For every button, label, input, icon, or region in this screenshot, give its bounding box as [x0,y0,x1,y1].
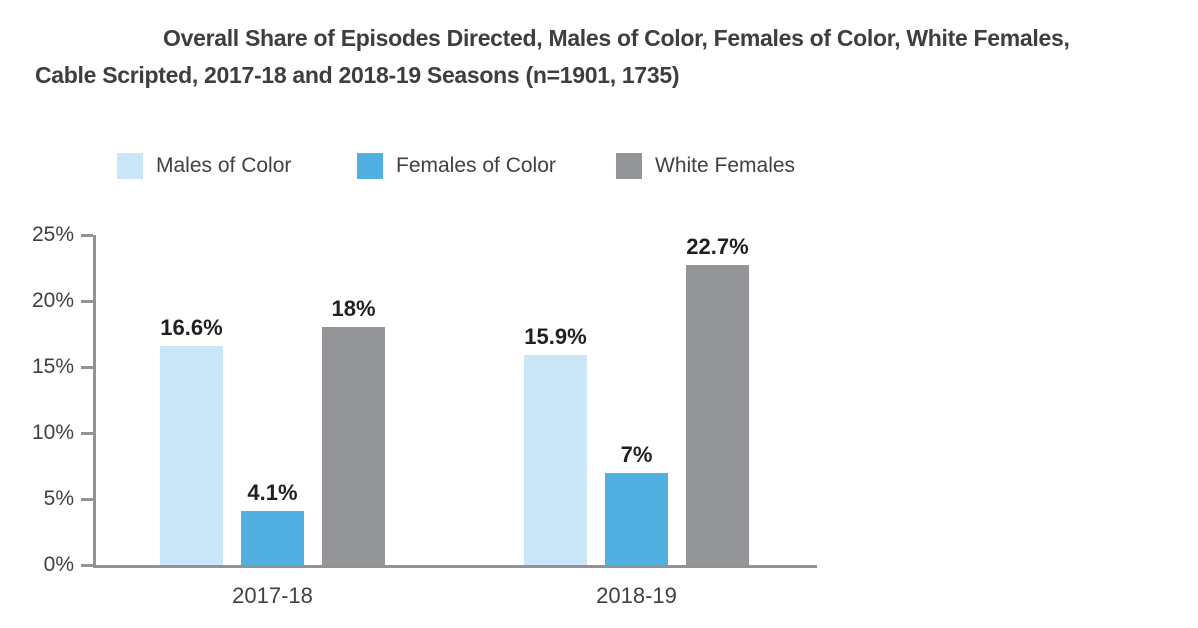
bar-value-label: 22.7% [686,234,749,260]
bar-value-label: 7% [620,441,653,467]
y-axis-tick-label: 10% [31,421,74,444]
bar-females-of-color [241,510,304,565]
bar-value-label: 4.1% [247,479,298,505]
legend-label-males-of-color: Males of Color [156,154,292,177]
y-axis-tick-label: 20% [31,289,74,312]
legend-item-white-females: White Females [616,153,795,179]
bar-males-of-color [524,355,587,565]
y-axis-tick [81,431,93,435]
bar-females-of-color [605,472,668,565]
y-axis-tick [81,365,93,369]
y-axis-tick [81,497,93,501]
y-axis-tick-label: 5% [43,487,74,510]
x-axis-line [93,565,817,568]
y-axis-tick-label: 0% [43,553,74,576]
legend-item-males-of-color: Males of Color [117,153,291,179]
y-axis-tick-label: 25% [31,223,74,246]
bar-males-of-color [160,345,223,565]
legend-label-females-of-color: Females of Color [396,154,556,177]
bar-value-label: 16.6% [160,314,223,340]
x-axis-category-label: 2017-18 [232,583,313,608]
y-axis-line [93,235,96,568]
legend-swatch-males-of-color [117,153,143,179]
legend-label-white-females: White Females [655,154,796,177]
bar-value-label: 15.9% [524,324,587,350]
y-axis-tick [81,563,93,567]
y-axis-tick [81,233,93,237]
chart-title-line-2: Cable Scripted, 2017-18 and 2018-19 Seas… [35,62,680,88]
bar-value-label: 18% [331,296,376,322]
chart-title-line-1: Overall Share of Episodes Directed, Male… [163,25,1070,51]
bar-white-females [686,265,749,565]
y-axis-tick [81,299,93,303]
x-axis-category-label: 2018-19 [596,583,677,608]
y-axis-tick-label: 15% [31,355,74,378]
legend-swatch-females-of-color [357,153,383,179]
bar-white-females [322,327,385,565]
legend-swatch-white-females [616,153,642,179]
legend-item-females-of-color: Females of Color [357,153,556,179]
